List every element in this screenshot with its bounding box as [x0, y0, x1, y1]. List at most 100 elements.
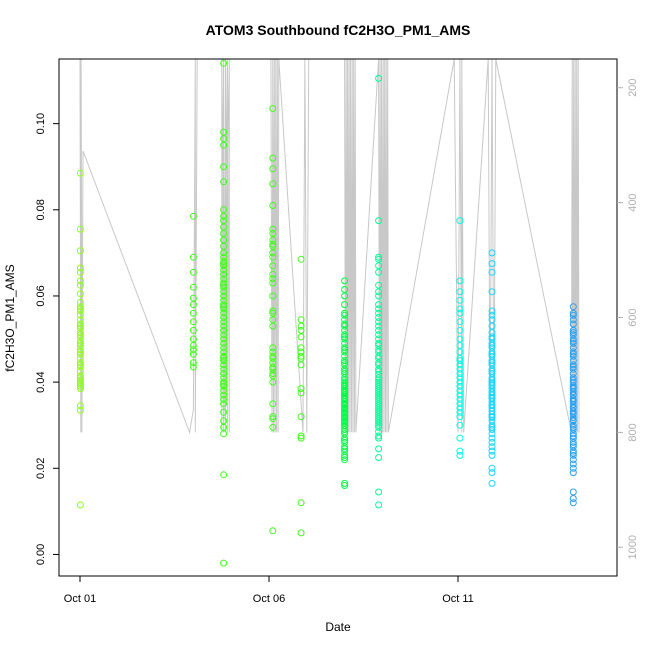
data-point: [341, 311, 349, 319]
data-point: [488, 447, 496, 455]
data-point: [189, 342, 197, 349]
data-point: [375, 309, 383, 317]
data-point: [488, 376, 496, 384]
data-point: [189, 253, 197, 261]
data-point: [569, 499, 577, 507]
data-point: [341, 322, 349, 330]
data-point: [76, 331, 84, 339]
data-point: [488, 443, 496, 451]
data-point: [297, 389, 305, 397]
data-point: [220, 178, 228, 186]
data-point: [220, 318, 228, 326]
data-point: [220, 279, 228, 287]
data-point: [375, 454, 383, 461]
data-point: [456, 434, 464, 442]
data-point: [375, 389, 383, 397]
data-point: [269, 270, 277, 278]
data-point: [269, 527, 277, 535]
data-point: [488, 268, 496, 276]
y2-tick-label: 800: [627, 423, 639, 441]
data-point: [375, 318, 383, 326]
data-point: [189, 346, 197, 354]
data-point: [456, 288, 464, 296]
data-point: [220, 357, 228, 365]
data-point: [269, 253, 277, 261]
data-point: [269, 262, 277, 270]
data-point: [375, 305, 383, 313]
data-point: [220, 559, 228, 567]
x-tick-label: Oct 11: [442, 593, 474, 605]
data-point: [569, 464, 577, 472]
data-point: [76, 501, 84, 509]
data-point: [456, 370, 464, 377]
data-point: [569, 348, 577, 356]
series-3: [220, 59, 228, 567]
data-point: [341, 454, 349, 461]
data-point: [456, 408, 464, 416]
data-point: [269, 400, 277, 408]
data-point: [456, 421, 464, 429]
data-point: [220, 283, 228, 291]
data-point: [375, 434, 383, 442]
data-point: [488, 342, 496, 349]
data-point: [76, 406, 84, 414]
data-point: [341, 277, 349, 285]
data-point: [488, 260, 496, 268]
y-tick-label: 0.04: [35, 371, 47, 392]
data-point: [76, 339, 84, 347]
data-point: [220, 212, 228, 220]
data-point: [341, 331, 349, 339]
data-point: [189, 363, 197, 371]
data-point: [569, 361, 577, 369]
data-point: [569, 376, 577, 384]
data-point: [189, 350, 197, 358]
data-point: [456, 326, 464, 334]
series-1: [76, 169, 84, 509]
data-point: [269, 249, 277, 257]
data-point: [569, 352, 577, 360]
data-point: [375, 365, 383, 373]
series-5: [297, 255, 305, 537]
data-point: [341, 367, 349, 375]
data-point: [76, 247, 84, 255]
data-point: [76, 378, 84, 386]
data-point: [375, 488, 383, 496]
data-point: [341, 401, 349, 408]
data-point: [456, 378, 464, 386]
data-point: [569, 365, 577, 373]
data-point: [341, 320, 349, 328]
data-point: [375, 501, 383, 509]
data-point: [569, 421, 577, 429]
data-point: [341, 414, 349, 421]
data-point: [569, 388, 577, 396]
data-point: [220, 322, 228, 330]
data-point: [375, 255, 383, 263]
data-point: [488, 469, 496, 477]
data-point: [488, 393, 496, 401]
data-point: [220, 305, 228, 313]
x-tick-label: Oct 01: [64, 593, 96, 605]
series-6: [341, 277, 349, 489]
data-point: [375, 402, 383, 410]
data-point: [76, 374, 84, 382]
data-point: [297, 255, 305, 263]
data-point: [297, 432, 305, 440]
data-point: [456, 318, 464, 326]
data-point: [189, 309, 197, 317]
data-point: [488, 438, 496, 446]
data-point: [269, 230, 277, 237]
data-point: [189, 359, 197, 367]
y2-tick-label: 1000: [627, 535, 639, 559]
data-point: [269, 316, 277, 324]
data-point: [456, 357, 464, 365]
data-point: [569, 350, 577, 358]
data-point: [488, 389, 496, 397]
series-4: [269, 105, 277, 535]
data-point: [488, 434, 496, 442]
data-point: [76, 303, 84, 311]
data-point: [220, 370, 228, 377]
data-point: [76, 322, 84, 330]
data-point: [220, 163, 228, 171]
y2-tick-label: 600: [627, 308, 639, 326]
